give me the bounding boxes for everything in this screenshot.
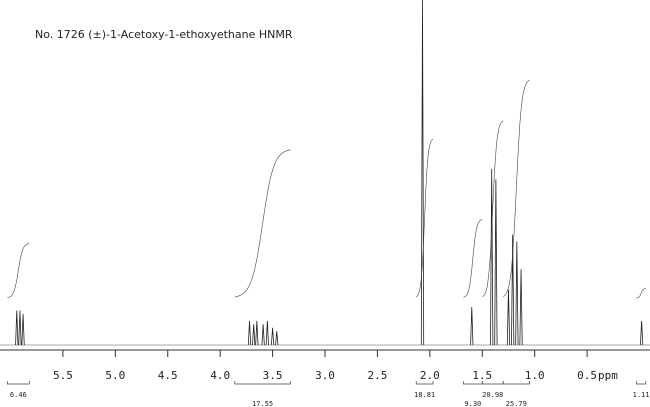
peak	[470, 307, 474, 346]
integral-label: 25.79	[506, 400, 527, 407]
x-tick-label: 4.0	[210, 369, 230, 382]
integral-curve	[463, 219, 483, 298]
integral-label: 18.81	[414, 391, 435, 399]
peak	[255, 320, 259, 346]
integral-bracket	[415, 381, 434, 385]
x-tick-label: 2.5	[367, 369, 387, 382]
x-tick-label: 5.0	[105, 369, 125, 382]
peak	[247, 320, 252, 346]
integral-curve	[416, 138, 434, 298]
peak	[252, 324, 256, 346]
peak	[511, 234, 515, 346]
integral-curve	[636, 288, 646, 299]
peak	[15, 310, 19, 346]
integral-bracket	[234, 381, 291, 385]
x-tick-label: 1.5	[472, 369, 492, 382]
peak	[275, 331, 279, 346]
peak	[261, 324, 265, 346]
integral-label: 9.30	[464, 400, 481, 407]
peak	[519, 269, 523, 346]
integral-curve	[234, 149, 291, 298]
peak	[18, 310, 22, 346]
x-tick-label: 0.5	[577, 369, 597, 382]
integral-curve	[7, 243, 30, 298]
x-tick-label: 5.5	[53, 369, 73, 382]
integral-bracket	[636, 381, 647, 385]
integral-label: 17.55	[252, 400, 273, 407]
integral-curve	[503, 80, 530, 297]
integral-label: 20.98	[482, 391, 503, 399]
integral-label: 1.11	[633, 391, 650, 399]
x-tick-label: 1.0	[525, 369, 545, 382]
peak	[265, 320, 269, 346]
peak	[515, 241, 519, 346]
peak	[640, 320, 644, 346]
x-tick-label: 3.0	[315, 369, 335, 382]
peak	[270, 327, 275, 346]
integral-bracket	[6, 381, 30, 385]
integral-curve	[482, 120, 504, 298]
peak	[494, 179, 498, 346]
peak	[506, 289, 511, 346]
x-tick-label: 4.5	[158, 369, 178, 382]
chart-title: No. 1726 (±)-1-Acetoxy-1-ethoxyethane HN…	[35, 28, 293, 41]
x-axis-label: ppm	[598, 369, 618, 382]
peak	[490, 169, 494, 346]
peak	[420, 0, 425, 346]
integral-label: 6.46	[10, 391, 27, 399]
peak	[21, 313, 25, 346]
x-tick-label: 2.0	[420, 369, 440, 382]
integral-bracket	[502, 381, 530, 385]
x-tick-label: 3.5	[263, 369, 283, 382]
